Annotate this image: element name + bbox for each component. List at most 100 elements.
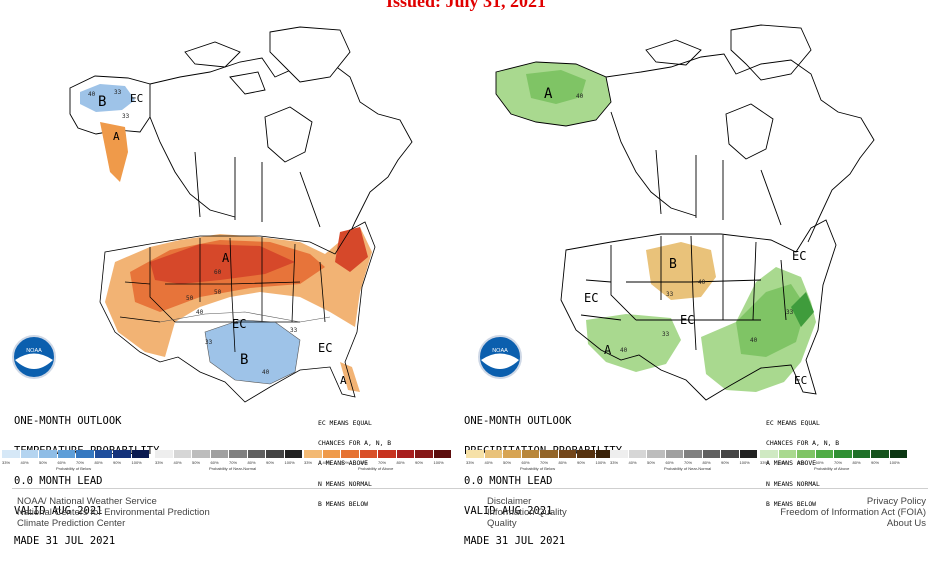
colorbar-tick-label: 33%	[304, 460, 313, 465]
precip-label-b-plains: B	[669, 257, 677, 272]
legend-line: CHANCES FOR A, N, B	[318, 438, 392, 447]
caption-line: VALID AUG 2021	[464, 505, 553, 517]
colorbar-tick-label: 70%	[540, 460, 549, 465]
colorbar-swatch	[852, 450, 870, 458]
colorbar-tick-label: 90%	[113, 460, 122, 465]
colorbar-swatch	[628, 450, 646, 458]
colorbar-swatch	[484, 450, 502, 458]
colorbar-swatch	[558, 450, 576, 458]
footer-divider	[12, 488, 928, 489]
precip-contour-label: 33	[786, 309, 794, 316]
colorbar-tick-label: 100%	[284, 460, 295, 465]
colorbar-swatch	[359, 450, 377, 458]
colorbar-tick-label: 90%	[266, 460, 275, 465]
caption-line: MADE 31 JUL 2021	[464, 535, 566, 547]
colorbar-tick-label: 100%	[433, 460, 444, 465]
precipitation-caption: ONE-MONTH OUTLOOK PRECIPITATION PROBABIL…	[464, 396, 622, 566]
colorbar-swatch	[94, 450, 112, 458]
temp-contour-label: 33	[290, 327, 298, 334]
colorbar-tick-label: 70%	[229, 460, 238, 465]
colorbar-tick-label: 90%	[721, 460, 730, 465]
legend-line: B MEANS BELOW	[318, 500, 369, 509]
colorbar-tick-label: 60%	[57, 460, 66, 465]
colorbar-swatch	[378, 450, 396, 458]
footer-center-name: National Centers for Environmental Predi…	[17, 507, 210, 518]
colorbar-tick-label: 33%	[466, 460, 475, 465]
colorbar-swatch	[322, 450, 340, 458]
caption-line: VALID AUG 2021	[14, 505, 103, 517]
colorbar-swatch	[610, 450, 628, 458]
colorbar-swatch	[521, 450, 539, 458]
colorbar-tick-label: 90%	[415, 460, 424, 465]
colorbar-tick-label: 60%	[521, 460, 530, 465]
disclaimer-link[interactable]: Disclaimer	[487, 496, 532, 507]
colorbar-tick-label: 100%	[595, 460, 606, 465]
colorbar-swatch	[739, 450, 757, 458]
colorbar-swatch	[647, 450, 665, 458]
colorbar-tick-label: 80%	[852, 460, 861, 465]
footer-agency: NOAA/ National Weather Service	[17, 496, 157, 507]
colorbar-swatch	[834, 450, 852, 458]
noaa-logo: NOAA	[478, 335, 522, 379]
colorbar-tick-label: 40%	[628, 460, 637, 465]
temp-contour-label: 40	[88, 91, 96, 98]
colorbar-swatch	[871, 450, 889, 458]
legend-line: N MEANS NORMAL	[766, 479, 820, 488]
colorbar-swatch	[192, 450, 210, 458]
colorbar-swatch	[20, 450, 38, 458]
temp-contour-label: 50	[186, 295, 194, 302]
privacy-policy-link[interactable]: Privacy Policy	[866, 496, 926, 507]
temp-label-a-pacnw: A	[113, 130, 120, 143]
colorbar-swatch	[155, 450, 173, 458]
precip-label-ec-west: EC	[584, 291, 598, 305]
colorbar-tick-label: 33%	[155, 460, 164, 465]
colorbar-swatch	[229, 450, 247, 458]
colorbar-swatch	[665, 450, 683, 458]
colorbar-title: Probability of Near-Normal	[664, 466, 712, 471]
temp-label-b-south: B	[240, 352, 248, 368]
temperature-outlook-map: B EC A A EC B EC A 40 33 33 60 50 40 33 …	[0, 22, 466, 546]
temp-label-ec-southeast: EC	[318, 341, 332, 355]
colorbar-swatch	[415, 450, 433, 458]
colorbar-strip: 33% 40% 50% 60% 70% 80% 90% 100% Probability of …	[0, 450, 932, 472]
colorbar-swatch	[721, 450, 739, 458]
precip-contour-label: 33	[666, 291, 674, 298]
colorbar-swatch	[797, 450, 815, 458]
precipitation-outlook-map: A EC B EC EC A EC 40 33 40 40 33 33 40 N…	[464, 22, 932, 546]
colorbar-tick-label: 90%	[871, 460, 880, 465]
colorbar-tick-label: 33%	[760, 460, 769, 465]
foia-link[interactable]: Freedom of Information Act (FOIA)	[780, 507, 926, 518]
temp-contour-label: 40	[262, 369, 270, 376]
noaa-logo-text: NOAA	[492, 348, 508, 354]
precip-label-a-southwest: A	[604, 343, 612, 357]
caption-line: ONE-MONTH OUTLOOK	[14, 415, 122, 427]
colorbar-tick-label: 70%	[684, 460, 693, 465]
legend-line: CHANCES FOR A, N, B	[766, 438, 840, 447]
footer-center: Disclaimer Information Quality Quality	[487, 496, 567, 529]
footer-left: NOAA/ National Weather Service National …	[17, 496, 210, 529]
temp-label-a-north: A	[222, 251, 230, 265]
legend-line: B MEANS BELOW	[766, 500, 817, 509]
colorbar-swatch	[466, 450, 484, 458]
legend-line: N MEANS NORMAL	[318, 479, 372, 488]
colorbar-swatch	[577, 450, 595, 458]
colorbar-tick-label: 60%	[665, 460, 674, 465]
colorbar-swatch	[210, 450, 228, 458]
colorbar-swatch	[540, 450, 558, 458]
colorbar-tick-label: 50%	[341, 460, 350, 465]
noaa-logo-text: NOAA	[26, 348, 42, 354]
precip-label-a-alaska: A	[544, 86, 553, 102]
temperature-map-graphic: B EC A A EC B EC A 40 33 33 60 50 40 33 …	[12, 26, 413, 403]
precip-contour-label: 40	[750, 337, 758, 344]
colorbar-tick-label: 50%	[503, 460, 512, 465]
issued-date: Issued: July 31, 2021	[385, 0, 547, 11]
colorbar-tick-label: 60%	[210, 460, 219, 465]
temp-contour-label: 60	[214, 269, 222, 276]
information-quality-link[interactable]: Information Quality	[487, 507, 567, 518]
precip-contour-label: 40	[620, 347, 628, 354]
legend-line: EC MEANS EQUAL	[318, 418, 372, 427]
colorbar-swatch	[815, 450, 833, 458]
temperature-caption: ONE-MONTH OUTLOOK TEMPERATURE PROBABILIT…	[14, 396, 159, 566]
colorbar-tick-label: 50%	[647, 460, 656, 465]
colorbar-swatch	[131, 450, 149, 458]
